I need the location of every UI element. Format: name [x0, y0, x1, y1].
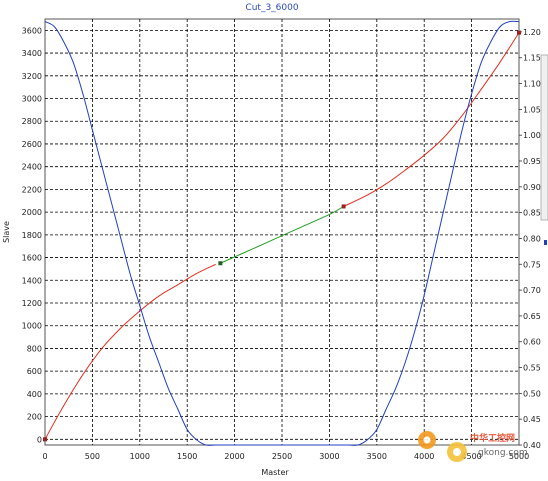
series-line-2	[343, 32, 520, 207]
y-left-tick-label: 1800	[22, 231, 42, 240]
y-left-tick-label: 1200	[22, 299, 42, 308]
y-left-tick-label: 2000	[22, 208, 42, 217]
y-left-tick-label: 1600	[22, 254, 42, 263]
watermark-text: 中华工控网	[470, 432, 515, 444]
y-left-tick-label: 2800	[22, 117, 42, 126]
x-axis-title: Master	[261, 468, 289, 477]
y-right-tick-label: 0.90	[523, 183, 541, 192]
x-tick-label: 5000	[509, 452, 529, 461]
data-marker-3	[517, 30, 521, 35]
y-left-tick-label: 1000	[22, 322, 42, 331]
grid	[45, 19, 519, 445]
y-right-tick-label: 0.45	[523, 415, 541, 424]
y-left-tick-label: 3600	[22, 26, 42, 35]
y-left-tick-label: 200	[27, 413, 42, 422]
markers	[43, 30, 521, 442]
series-line-0	[44, 263, 216, 440]
series-line-1	[220, 206, 344, 264]
watermark-domain: gkong.com	[478, 448, 528, 458]
y-left-tick-label: 0	[37, 435, 42, 444]
y-right-tick-label: 1.05	[523, 105, 541, 114]
x-tick-label: 3500	[367, 452, 387, 461]
tick-labels: 0 500 1000 1500 2000 2500 3000 3500 4000 4500 5000…	[22, 26, 541, 461]
y-right-tick-label: 0.80	[523, 234, 541, 243]
y-right-tick-label: 0.55	[523, 364, 541, 373]
x-tick-label: 500	[85, 452, 100, 461]
x-tick-label: 2000	[224, 452, 244, 461]
watermark-logo: 中华工控网 gkong.com	[418, 431, 528, 462]
series-line-3	[44, 20, 520, 446]
y-right-tick-label: 1.20	[523, 28, 541, 37]
chart-title: Cut_3_6000	[245, 3, 298, 13]
y-right-tick-label: 0.85	[523, 209, 541, 218]
y-right-tick-label: 1.15	[523, 54, 541, 63]
x-tick-label: 2500	[272, 452, 292, 461]
y-right-tick-label: 0.50	[523, 389, 541, 398]
x-tick-label: 3000	[319, 452, 339, 461]
data-marker-1	[218, 261, 223, 266]
x-tick-label: 1500	[177, 452, 197, 461]
y-left-tick-label: 800	[27, 344, 42, 353]
y-right-tick-label: 0.65	[523, 312, 541, 321]
y-left-tick-label: 3400	[22, 49, 42, 58]
y-axis-title: Slave	[2, 221, 11, 243]
y-left-tick-label: 2400	[22, 163, 42, 172]
y-left-tick-label: 400	[27, 390, 42, 399]
side-panel-edge	[540, 54, 548, 221]
x-tick-label: 4500	[461, 452, 481, 461]
y-left-tick-label: 2200	[22, 185, 42, 194]
data-marker-0	[43, 437, 47, 442]
x-tick-label: 4000	[414, 452, 434, 461]
y-right-tick-label: 0.70	[523, 286, 541, 295]
series-lines	[44, 20, 520, 446]
y-left-tick-label: 3000	[22, 95, 42, 104]
y-left-tick-label: 3200	[22, 72, 42, 81]
y-left-tick-label: 600	[27, 367, 42, 376]
y-left-tick-label: 2600	[22, 140, 42, 149]
y-right-tick-label: 0.40	[523, 441, 541, 450]
y-left-tick-label: 1400	[22, 276, 42, 285]
y-right-tick-label: 0.95	[523, 157, 541, 166]
y-right-tick-label: 1.10	[523, 80, 541, 89]
y-right-tick-label: 1.00	[523, 131, 541, 140]
x-tick-label: 0	[42, 452, 47, 461]
x-tick-label: 1000	[130, 452, 150, 461]
y-right-tick-label: 0.60	[523, 338, 541, 347]
y-right-tick-label: 0.75	[523, 260, 541, 269]
side-panel-marker	[544, 240, 547, 245]
data-marker-2	[341, 204, 346, 209]
